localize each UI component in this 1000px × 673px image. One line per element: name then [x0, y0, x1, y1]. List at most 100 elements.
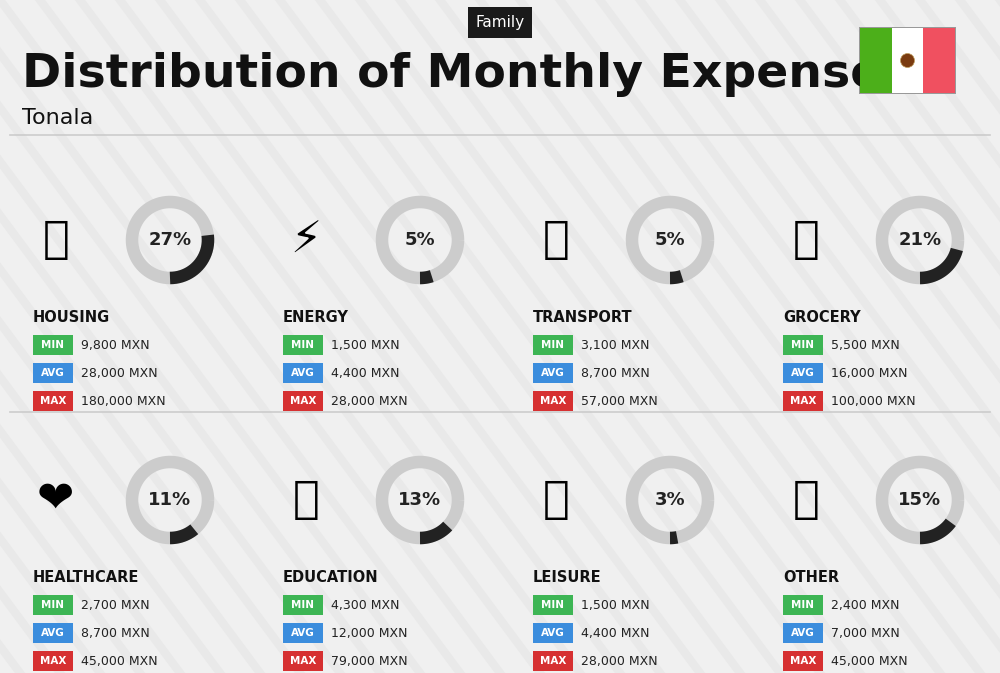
Text: 🛒: 🛒: [793, 219, 819, 262]
Text: 2,400 MXN: 2,400 MXN: [831, 598, 900, 612]
Text: ENERGY: ENERGY: [283, 310, 349, 325]
Text: 3,100 MXN: 3,100 MXN: [581, 339, 650, 351]
Text: 🎓: 🎓: [293, 479, 319, 522]
Text: Tonala: Tonala: [22, 108, 93, 128]
Text: MAX: MAX: [290, 396, 316, 406]
FancyBboxPatch shape: [783, 651, 823, 671]
Text: 8,700 MXN: 8,700 MXN: [81, 627, 150, 639]
FancyBboxPatch shape: [783, 595, 823, 615]
FancyBboxPatch shape: [33, 363, 73, 383]
FancyBboxPatch shape: [923, 28, 955, 93]
Text: HOUSING: HOUSING: [33, 310, 110, 325]
Text: 4,300 MXN: 4,300 MXN: [331, 598, 400, 612]
FancyBboxPatch shape: [533, 623, 573, 643]
Text: 4,400 MXN: 4,400 MXN: [581, 627, 650, 639]
FancyBboxPatch shape: [33, 595, 73, 615]
Text: MAX: MAX: [540, 656, 566, 666]
Text: 4,400 MXN: 4,400 MXN: [331, 367, 400, 380]
Text: MIN: MIN: [542, 600, 564, 610]
Text: 79,000 MXN: 79,000 MXN: [331, 655, 408, 668]
Text: MAX: MAX: [290, 656, 316, 666]
Text: AVG: AVG: [791, 628, 815, 638]
Text: 28,000 MXN: 28,000 MXN: [81, 367, 158, 380]
Text: AVG: AVG: [291, 628, 315, 638]
Text: 8,700 MXN: 8,700 MXN: [581, 367, 650, 380]
Text: AVG: AVG: [41, 628, 65, 638]
Text: 🛍️: 🛍️: [543, 479, 569, 522]
Text: 11%: 11%: [148, 491, 192, 509]
Text: AVG: AVG: [791, 368, 815, 378]
FancyBboxPatch shape: [283, 651, 323, 671]
Text: 180,000 MXN: 180,000 MXN: [81, 394, 166, 407]
Text: 1,500 MXN: 1,500 MXN: [331, 339, 400, 351]
Text: MAX: MAX: [40, 656, 66, 666]
Text: TRANSPORT: TRANSPORT: [533, 310, 633, 325]
Text: AVG: AVG: [541, 628, 565, 638]
FancyBboxPatch shape: [533, 335, 573, 355]
FancyBboxPatch shape: [859, 27, 956, 94]
Text: ❤️: ❤️: [37, 479, 75, 522]
Text: 45,000 MXN: 45,000 MXN: [81, 655, 158, 668]
Text: 100,000 MXN: 100,000 MXN: [831, 394, 916, 407]
FancyBboxPatch shape: [892, 28, 923, 93]
Text: 45,000 MXN: 45,000 MXN: [831, 655, 908, 668]
Text: MAX: MAX: [790, 656, 816, 666]
Text: 28,000 MXN: 28,000 MXN: [581, 655, 658, 668]
Text: GROCERY: GROCERY: [783, 310, 861, 325]
Text: EDUCATION: EDUCATION: [283, 570, 379, 585]
Text: MIN: MIN: [42, 340, 64, 350]
Text: MIN: MIN: [792, 600, 814, 610]
Text: MIN: MIN: [42, 600, 64, 610]
Text: 5,500 MXN: 5,500 MXN: [831, 339, 900, 351]
FancyBboxPatch shape: [33, 391, 73, 411]
Text: Family: Family: [475, 15, 525, 30]
Text: 3%: 3%: [655, 491, 685, 509]
Text: 21%: 21%: [898, 231, 942, 249]
Text: 💰: 💰: [793, 479, 819, 522]
FancyBboxPatch shape: [783, 623, 823, 643]
Text: 🚌: 🚌: [543, 219, 569, 262]
FancyBboxPatch shape: [283, 335, 323, 355]
Text: MAX: MAX: [790, 396, 816, 406]
FancyBboxPatch shape: [533, 595, 573, 615]
Text: AVG: AVG: [41, 368, 65, 378]
Text: 5%: 5%: [405, 231, 435, 249]
FancyBboxPatch shape: [533, 391, 573, 411]
Text: Distribution of Monthly Expenses: Distribution of Monthly Expenses: [22, 52, 910, 97]
Text: ⚡: ⚡: [290, 219, 322, 262]
Text: MIN: MIN: [542, 340, 564, 350]
Text: 15%: 15%: [898, 491, 942, 509]
Text: MIN: MIN: [792, 340, 814, 350]
Text: 12,000 MXN: 12,000 MXN: [331, 627, 408, 639]
FancyBboxPatch shape: [283, 595, 323, 615]
Text: 28,000 MXN: 28,000 MXN: [331, 394, 408, 407]
Text: MIN: MIN: [292, 340, 314, 350]
Circle shape: [900, 53, 914, 67]
Text: AVG: AVG: [541, 368, 565, 378]
FancyBboxPatch shape: [283, 363, 323, 383]
Text: MIN: MIN: [292, 600, 314, 610]
FancyBboxPatch shape: [283, 623, 323, 643]
FancyBboxPatch shape: [783, 391, 823, 411]
Text: 🏢: 🏢: [43, 219, 69, 262]
FancyBboxPatch shape: [283, 391, 323, 411]
Text: 5%: 5%: [655, 231, 685, 249]
Text: LEISURE: LEISURE: [533, 570, 602, 585]
FancyBboxPatch shape: [33, 651, 73, 671]
Text: 2,700 MXN: 2,700 MXN: [81, 598, 150, 612]
Text: 13%: 13%: [398, 491, 442, 509]
Text: MAX: MAX: [40, 396, 66, 406]
Text: 9,800 MXN: 9,800 MXN: [81, 339, 150, 351]
FancyBboxPatch shape: [33, 623, 73, 643]
Text: 27%: 27%: [148, 231, 192, 249]
Text: OTHER: OTHER: [783, 570, 839, 585]
Text: 7,000 MXN: 7,000 MXN: [831, 627, 900, 639]
FancyBboxPatch shape: [783, 363, 823, 383]
FancyBboxPatch shape: [860, 28, 892, 93]
Text: HEALTHCARE: HEALTHCARE: [33, 570, 139, 585]
FancyBboxPatch shape: [533, 651, 573, 671]
Text: 1,500 MXN: 1,500 MXN: [581, 598, 650, 612]
Text: 57,000 MXN: 57,000 MXN: [581, 394, 658, 407]
Text: MAX: MAX: [540, 396, 566, 406]
Text: AVG: AVG: [291, 368, 315, 378]
